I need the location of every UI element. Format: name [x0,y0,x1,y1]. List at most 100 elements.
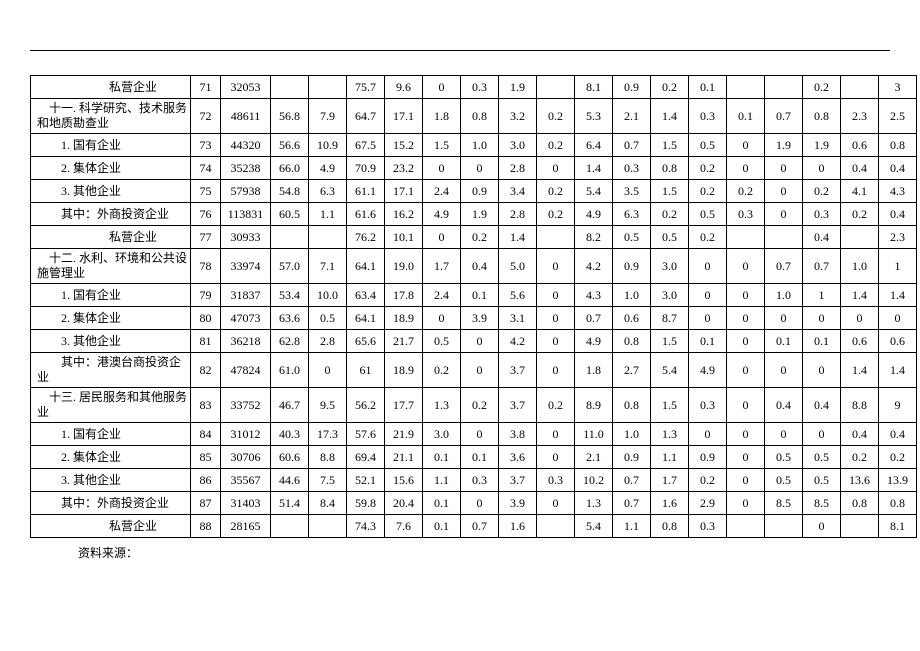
cell: 1.6 [499,515,537,538]
cell: 3.0 [651,249,689,284]
cell: 0 [461,353,499,388]
cell: 0.9 [461,180,499,203]
cell: 0.3 [689,388,727,423]
cell: 78 [191,249,221,284]
cell: 0.2 [423,353,461,388]
table-row: 其中：港澳台商投资企业824782461.006118.90.203.701.8… [31,353,917,388]
cell: 0.4 [841,423,879,446]
cell: 0.5 [689,134,727,157]
cell: 0.2 [461,388,499,423]
cell: 0 [727,388,765,423]
cell: 1.1 [309,203,347,226]
cell: 1 [879,249,917,284]
cell: 61.6 [347,203,385,226]
cell: 1.1 [651,446,689,469]
cell: 1.0 [765,284,803,307]
cell: 18.9 [385,307,423,330]
cell: 1.9 [765,134,803,157]
cell: 0.2 [689,469,727,492]
cell: 1.7 [423,249,461,284]
cell: 2.1 [575,446,613,469]
cell: 8.7 [651,307,689,330]
cell: 0 [727,353,765,388]
table-row: 1. 国有企业843101240.317.357.621.93.003.8011… [31,423,917,446]
cell: 46.7 [271,388,309,423]
cell: 64.1 [347,249,385,284]
cell: 1.5 [423,134,461,157]
cell: 0.3 [689,99,727,134]
cell: 4.3 [575,284,613,307]
cell: 0 [537,249,575,284]
cell [727,515,765,538]
cell: 8.5 [803,492,841,515]
cell: 0.5 [613,226,651,249]
table-row: 私营企业773093376.210.100.21.48.20.50.50.20.… [31,226,917,249]
cell: 1.7 [651,469,689,492]
cell: 0.1 [689,330,727,353]
cell: 6.3 [613,203,651,226]
cell: 44.6 [271,469,309,492]
cell [765,515,803,538]
cell: 0.7 [765,99,803,134]
row-label: 私营企业 [31,515,191,538]
cell: 7.5 [309,469,347,492]
cell: 0.1 [689,76,727,99]
row-label: 3. 其他企业 [31,180,191,203]
cell: 0 [727,249,765,284]
cell: 48611 [221,99,271,134]
cell: 5.4 [575,180,613,203]
cell: 0.1 [423,446,461,469]
cell [841,515,879,538]
cell: 31012 [221,423,271,446]
top-rule [30,50,890,51]
cell: 8.2 [575,226,613,249]
cell: 8.8 [309,446,347,469]
cell: 1.0 [461,134,499,157]
cell: 0.1 [461,446,499,469]
cell: 1.4 [879,353,917,388]
cell: 0 [461,492,499,515]
cell: 1.9 [499,76,537,99]
cell: 0.5 [803,469,841,492]
cell: 0 [461,423,499,446]
source-label: 资料来源： [30,544,890,561]
cell: 2.5 [879,99,917,134]
cell: 76.2 [347,226,385,249]
cell: 0 [537,353,575,388]
cell [271,515,309,538]
cell: 0.4 [879,423,917,446]
cell: 70.9 [347,157,385,180]
cell: 10.9 [309,134,347,157]
cell: 0.7 [461,515,499,538]
cell: 1.9 [461,203,499,226]
cell: 0 [765,423,803,446]
table-row: 十三. 居民服务和其他服务业833375246.79.556.217.71.30… [31,388,917,423]
cell: 0.6 [613,307,651,330]
cell: 16.2 [385,203,423,226]
cell: 0.3 [537,469,575,492]
table-row: 私营企业713205375.79.600.31.98.10.90.20.10.2… [31,76,917,99]
cell: 87 [191,492,221,515]
cell [537,226,575,249]
cell: 1.0 [613,423,651,446]
cell: 0.3 [461,469,499,492]
cell: 75.7 [347,76,385,99]
cell: 0 [727,284,765,307]
cell: 56.6 [271,134,309,157]
cell: 0 [537,284,575,307]
cell: 0.1 [423,515,461,538]
cell: 0 [423,307,461,330]
cell: 3.7 [499,469,537,492]
cell: 0 [689,423,727,446]
cell: 0.6 [841,134,879,157]
cell: 35567 [221,469,271,492]
cell: 3.6 [499,446,537,469]
cell: 0 [765,157,803,180]
cell: 1.4 [841,284,879,307]
cell: 62.8 [271,330,309,353]
cell [841,226,879,249]
cell: 2.8 [499,203,537,226]
cell: 56.2 [347,388,385,423]
cell: 0.1 [423,492,461,515]
cell: 31403 [221,492,271,515]
